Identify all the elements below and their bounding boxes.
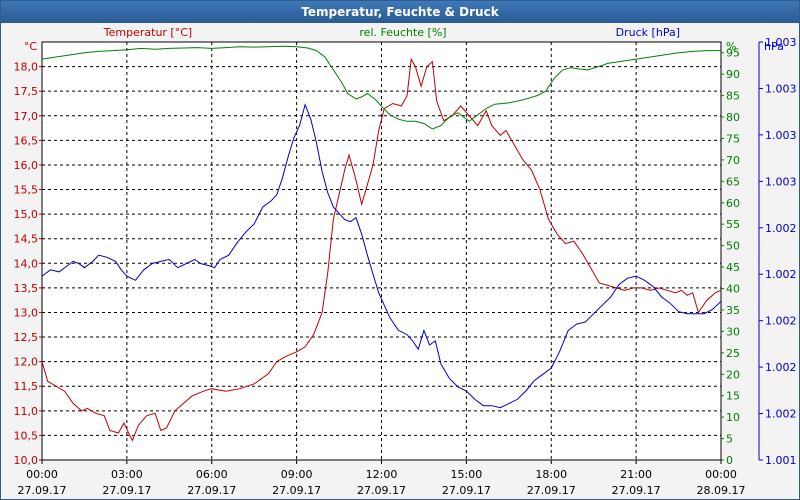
humidity-tick-label: 85 bbox=[726, 90, 740, 103]
pressure-tick-label: 1.003 bbox=[765, 36, 797, 49]
x-tick-time-label: 03:00 bbox=[111, 468, 143, 481]
temperature-tick-label: 14,0 bbox=[14, 257, 39, 270]
humidity-tick-label: 20 bbox=[726, 368, 740, 381]
series-lines bbox=[41, 45, 722, 442]
x-tick-time-label: 00:00 bbox=[705, 468, 737, 481]
pressure-tick-label: 1.003 bbox=[765, 82, 797, 95]
humidity-tick-label: 30 bbox=[726, 325, 740, 338]
pressure-tick-label: 1.002 bbox=[765, 268, 797, 281]
x-tick-date-label: 27.09.17 bbox=[357, 484, 406, 497]
humidity-axis-title: rel. Feuchte [%] bbox=[359, 26, 446, 39]
temperature-tick-label: 15,5 bbox=[14, 184, 39, 197]
grid bbox=[42, 42, 721, 460]
x-tick-time-label: 15:00 bbox=[451, 468, 483, 481]
temperature-line bbox=[41, 57, 722, 442]
temperature-tick-label: 12,5 bbox=[14, 331, 39, 344]
humidity-axis: 0 5 10 15 20 25 30 35 40 45 50 55 60 65 70 75 80 85 90 95 bbox=[721, 47, 740, 467]
temperature-tick-label: 16,5 bbox=[14, 134, 39, 147]
humidity-tick-label: 45 bbox=[726, 261, 740, 274]
humidity-tick-label: 95 bbox=[726, 47, 740, 60]
x-tick-date-label: 27.09.17 bbox=[612, 484, 661, 497]
temperature-tick-label: 10,5 bbox=[14, 429, 39, 442]
window-title: Temperatur, Feuchte & Druck bbox=[1, 1, 799, 23]
x-tick-date-label: 28.09.17 bbox=[697, 484, 746, 497]
temperature-axis: 10,0 10,5 11,0 11,5 12,0 12,5 13,0 13,5 14,0 14,5… bbox=[14, 61, 42, 467]
humidity-tick-label: 25 bbox=[726, 347, 740, 360]
humidity-tick-label: 10 bbox=[726, 411, 740, 424]
humidity-line bbox=[41, 45, 721, 130]
pressure-unit-label: hPa bbox=[764, 40, 784, 53]
x-tick-date-label: 27.09.17 bbox=[272, 484, 321, 497]
temperature-tick-label: 13,0 bbox=[14, 306, 39, 319]
temperature-tick-label: 11,5 bbox=[14, 380, 39, 393]
temperature-tick-label: 18,0 bbox=[14, 61, 39, 74]
humidity-tick-label: 75 bbox=[726, 132, 740, 145]
x-tick-date-label: 27.09.17 bbox=[527, 484, 576, 497]
x-tick-time-label: 18:00 bbox=[535, 468, 567, 481]
humidity-tick-label: 60 bbox=[726, 197, 740, 210]
pressure-tick-label: 1.002 bbox=[765, 222, 797, 235]
temperature-tick-label: 12,0 bbox=[14, 356, 39, 369]
temperature-tick-label: 14,5 bbox=[14, 233, 39, 246]
humidity-tick-label: 50 bbox=[726, 240, 740, 253]
temperature-tick-label: 11,0 bbox=[14, 405, 39, 418]
x-tick-date-label: 27.09.17 bbox=[442, 484, 491, 497]
pressure-tick-label: 1.003 bbox=[765, 175, 797, 188]
x-axis: 00:00 27.09.17 03:00 27.09.17 06:00 27.09.17 0… bbox=[18, 460, 746, 497]
x-tick-date-label: 27.09.17 bbox=[102, 484, 151, 497]
temperature-tick-label: 13,5 bbox=[14, 282, 39, 295]
temperature-tick-label: 16,0 bbox=[14, 159, 39, 172]
humidity-tick-label: 15 bbox=[726, 390, 740, 403]
humidity-tick-label: 65 bbox=[726, 175, 740, 188]
x-tick-time-label: 09:00 bbox=[281, 468, 313, 481]
pressure-tick-label: 1.002 bbox=[765, 361, 797, 374]
pressure-tick-label: 1.002 bbox=[765, 315, 797, 328]
humidity-tick-label: 5 bbox=[726, 433, 733, 446]
humidity-tick-label: 70 bbox=[726, 154, 740, 167]
x-tick-date-label: 27.09.17 bbox=[18, 484, 67, 497]
x-tick-date-label: 27.09.17 bbox=[187, 484, 236, 497]
humidity-tick-label: 90 bbox=[726, 68, 740, 81]
x-tick-time-label: 21:00 bbox=[620, 468, 652, 481]
x-tick-time-label: 06:00 bbox=[196, 468, 228, 481]
humidity-tick-label: 0 bbox=[726, 454, 733, 467]
pressure-axis-title: Druck [hPa] bbox=[616, 26, 680, 39]
x-tick-time-label: 12:00 bbox=[366, 468, 398, 481]
pressure-tick-label: 1.001 bbox=[765, 454, 797, 467]
pressure-line bbox=[41, 103, 722, 409]
temperature-unit-label: °C bbox=[24, 40, 38, 53]
pressure-axis: 1.001 1.002 1.002 1.002 1.002 1.002 1.003 1.003… bbox=[759, 36, 797, 467]
temperature-tick-label: 15,0 bbox=[14, 208, 39, 221]
humidity-tick-label: 80 bbox=[726, 111, 740, 124]
humidity-unit-label: % bbox=[726, 40, 736, 53]
humidity-tick-label: 55 bbox=[726, 218, 740, 231]
temperature-tick-label: 17,0 bbox=[14, 110, 39, 123]
pressure-tick-label: 1.003 bbox=[765, 129, 797, 142]
temperature-tick-label: 10,0 bbox=[14, 454, 39, 467]
humidity-tick-label: 35 bbox=[726, 304, 740, 317]
humidity-tick-label: 40 bbox=[726, 283, 740, 296]
temperature-tick-label: 17,5 bbox=[14, 85, 39, 98]
pressure-tick-label: 1.002 bbox=[765, 408, 797, 421]
x-tick-time-label: 00:00 bbox=[26, 468, 58, 481]
temperature-axis-title: Temperatur [°C] bbox=[103, 26, 192, 39]
